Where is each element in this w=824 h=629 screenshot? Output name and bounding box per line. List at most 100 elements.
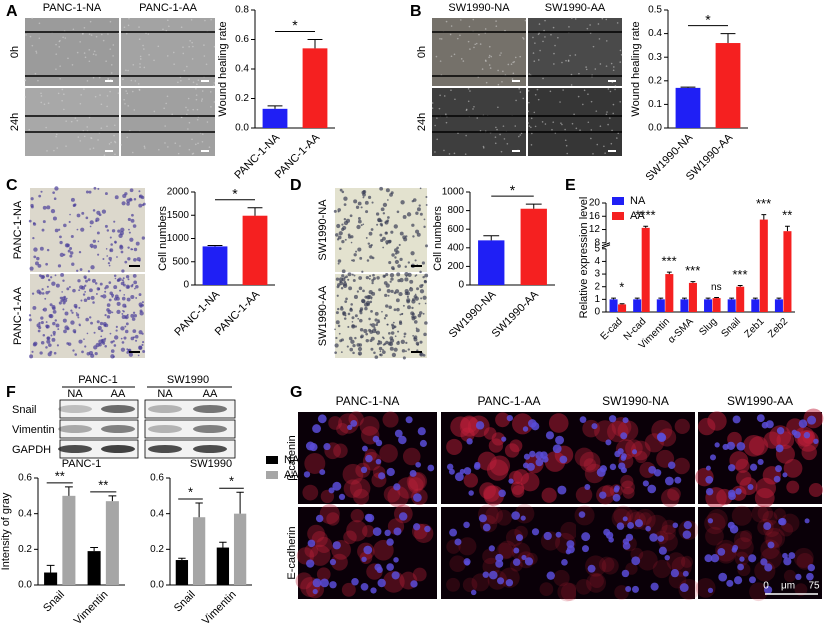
nucleus: [449, 528, 458, 537]
cell-stain: [520, 472, 540, 492]
cell: [350, 339, 355, 344]
cell: [131, 213, 134, 217]
nucleus: [482, 571, 490, 578]
cell: [30, 203, 34, 208]
texture: [478, 33, 480, 36]
texture: [617, 132, 620, 135]
nucleus: [470, 589, 477, 596]
error-bar: [90, 547, 99, 552]
cell: [343, 196, 348, 201]
y-tick-label: 500: [172, 256, 189, 267]
texture: [195, 87, 197, 90]
nucleus: [616, 522, 625, 530]
cell: [414, 259, 417, 262]
error-bar: [714, 296, 719, 299]
cell-stain: [510, 481, 525, 495]
texture: [534, 42, 536, 44]
cell: [115, 325, 118, 328]
cell: [351, 273, 354, 276]
cell: [371, 281, 374, 285]
nucleus: [386, 563, 394, 571]
cell: [46, 205, 51, 210]
nucleus: [649, 533, 658, 542]
cell-stain: [583, 458, 597, 471]
cell: [123, 336, 127, 340]
cell: [348, 286, 353, 291]
cell-stain: [326, 512, 340, 526]
texture: [188, 148, 191, 151]
y-axis-label: Intensity of gray: [0, 492, 12, 570]
cell: [399, 313, 402, 316]
cell: [72, 349, 75, 352]
cell: [339, 188, 343, 192]
texture: [120, 144, 122, 146]
texture: [143, 48, 145, 50]
cell: [126, 198, 131, 203]
cell: [346, 345, 349, 348]
texture: [575, 127, 578, 130]
cell: [382, 212, 386, 215]
texture: [436, 117, 438, 119]
cell-stain: [449, 555, 466, 573]
texture: [76, 51, 79, 54]
texture: [538, 23, 541, 25]
cell: [422, 312, 425, 315]
cell: [358, 318, 363, 323]
cell: [96, 210, 101, 215]
cell: [126, 313, 129, 316]
cell-stain: [698, 417, 716, 436]
cell: [370, 310, 373, 313]
texture: [574, 18, 577, 20]
texture: [532, 36, 534, 39]
cell: [401, 349, 406, 353]
cell: [393, 347, 398, 352]
cell: [98, 339, 103, 344]
cell: [66, 287, 70, 291]
texture: [544, 123, 547, 125]
bar: [675, 87, 701, 128]
cell-stain: [575, 486, 593, 504]
nucleus: [329, 581, 337, 589]
nucleus: [709, 454, 717, 461]
cell: [106, 303, 111, 307]
texture: [533, 111, 536, 114]
nucleus: [361, 556, 367, 563]
nucleus: [513, 547, 520, 554]
cell: [417, 313, 422, 318]
cell-stain: [743, 434, 765, 457]
texture: [469, 90, 471, 92]
texture: [607, 123, 609, 126]
cell-stain: [343, 530, 357, 545]
texture: [460, 58, 463, 60]
error-bar: [658, 297, 664, 300]
cell: [99, 321, 104, 326]
bar: [665, 274, 674, 312]
bar: [680, 299, 689, 312]
texture: [544, 19, 546, 22]
nucleus: [756, 414, 765, 423]
cell: [76, 228, 79, 231]
legend-swatch: [612, 197, 624, 205]
cell: [362, 289, 365, 293]
cell: [46, 324, 50, 329]
cell: [336, 223, 341, 229]
cell-stain: [514, 503, 535, 524]
texture: [196, 83, 198, 86]
texture: [177, 152, 180, 155]
nucleus: [736, 441, 746, 451]
texture: [598, 38, 601, 40]
cell: [409, 287, 414, 292]
cell: [71, 311, 74, 314]
cell-stain: [489, 455, 511, 476]
texture: [503, 138, 506, 140]
y-tick-label: 600: [447, 224, 464, 235]
cell: [419, 270, 422, 274]
texture: [612, 66, 615, 68]
y-tick-label: 0.6: [18, 473, 32, 484]
cell-stain: [548, 413, 569, 433]
cell-stain: [622, 486, 635, 499]
texture: [507, 63, 510, 66]
nucleus: [409, 470, 417, 477]
nucleus: [561, 558, 568, 566]
cell: [390, 230, 394, 234]
